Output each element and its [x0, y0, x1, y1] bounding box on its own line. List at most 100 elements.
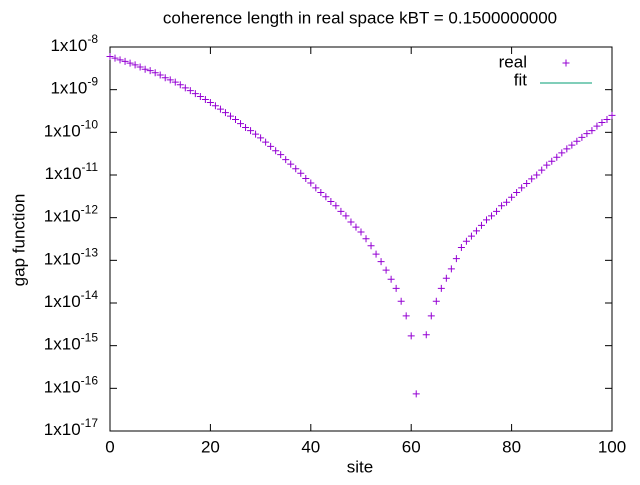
y-tick-label: 1x10-12 [44, 203, 99, 226]
data-point [382, 266, 390, 274]
data-point [598, 119, 606, 127]
data-point [593, 122, 601, 130]
data-point [432, 297, 440, 305]
data-point [252, 130, 260, 138]
y-tick-base: 1x10 [50, 36, 87, 55]
data-point [201, 95, 209, 103]
data-point [462, 237, 470, 245]
data-point [151, 69, 159, 77]
data-point [558, 149, 566, 157]
data-point [171, 78, 179, 86]
x-axis-label: site [347, 457, 373, 476]
data-point [377, 258, 385, 266]
data-point [232, 115, 239, 123]
data-point [588, 127, 596, 135]
y-axis-label: gap function [9, 194, 28, 287]
data-point [166, 76, 174, 84]
y-tick-label: 1x10-16 [44, 374, 99, 397]
data-point [427, 312, 435, 320]
y-tick-label: 1x10-11 [45, 160, 99, 183]
data-point [498, 202, 506, 210]
data-point [362, 235, 370, 243]
data-point [578, 133, 586, 141]
data-point [277, 151, 285, 159]
data-point [216, 105, 224, 113]
data-point [387, 275, 395, 283]
x-tick-label: 60 [402, 437, 421, 456]
data-point [447, 265, 455, 273]
data-point [357, 228, 365, 236]
y-tick-exponent: -12 [81, 203, 99, 217]
data-point [568, 141, 576, 149]
y-tick-exponent: -11 [82, 160, 99, 174]
data-point [583, 130, 591, 138]
y-tick-label: 1x10-10 [44, 118, 99, 141]
y-tick-exponent: -10 [81, 118, 99, 132]
data-point [312, 184, 320, 192]
y-tick-exponent: -17 [81, 416, 99, 430]
data-point [523, 180, 531, 188]
data-point [282, 156, 290, 164]
data-point [131, 61, 139, 69]
data-point [292, 165, 300, 173]
legend-label: fit [514, 70, 528, 89]
y-tick-base: 1x10 [44, 250, 81, 269]
data-point [548, 157, 556, 165]
data-point [442, 274, 450, 282]
data-point [518, 184, 526, 192]
data-point [262, 138, 270, 146]
y-tick-base: 1x10 [44, 378, 81, 397]
data-point [221, 109, 229, 117]
data-point [186, 87, 194, 95]
data-point [272, 147, 280, 155]
data-point [297, 169, 305, 177]
data-point [106, 52, 114, 60]
y-tick-label: 1x10-14 [44, 288, 99, 311]
data-point [257, 134, 265, 142]
data-point [347, 218, 355, 226]
data-point [402, 312, 410, 320]
x-tick-label: 0 [105, 437, 114, 456]
data-point [352, 223, 360, 231]
data-point [156, 71, 164, 79]
data-point [242, 123, 250, 131]
legend-label: real [499, 52, 527, 71]
data-point [332, 202, 340, 210]
data-point [287, 160, 295, 168]
data-point [553, 153, 561, 161]
y-tick-exponent: -8 [87, 32, 98, 46]
data-point [472, 227, 480, 235]
data-point [342, 212, 350, 220]
y-tick-exponent: -9 [87, 75, 98, 89]
data-point [267, 142, 275, 150]
y-tick-exponent: -15 [81, 331, 99, 345]
data-point [206, 99, 214, 107]
x-tick-label: 20 [201, 437, 220, 456]
data-point [392, 284, 400, 292]
y-tick-base: 1x10 [44, 420, 81, 439]
data-point [196, 93, 204, 101]
data-point [513, 188, 521, 196]
data-point [407, 332, 415, 340]
data-point [121, 57, 129, 65]
data-point [422, 331, 430, 339]
x-tick-label: 40 [301, 437, 320, 456]
data-point [483, 216, 490, 224]
data-point [603, 115, 611, 123]
x-tick-label: 100 [598, 437, 626, 456]
data-point [226, 112, 234, 120]
data-point [493, 207, 501, 215]
data-point [467, 232, 475, 240]
y-tick-base: 1x10 [44, 335, 81, 354]
data-point [397, 297, 405, 305]
data-point [302, 174, 310, 182]
legend-marker [562, 59, 570, 67]
y-tick-base: 1x10 [44, 292, 81, 311]
data-point [477, 221, 485, 229]
data-point [543, 161, 551, 169]
data-point [508, 193, 516, 201]
data-point [181, 84, 189, 92]
data-point [161, 74, 169, 82]
